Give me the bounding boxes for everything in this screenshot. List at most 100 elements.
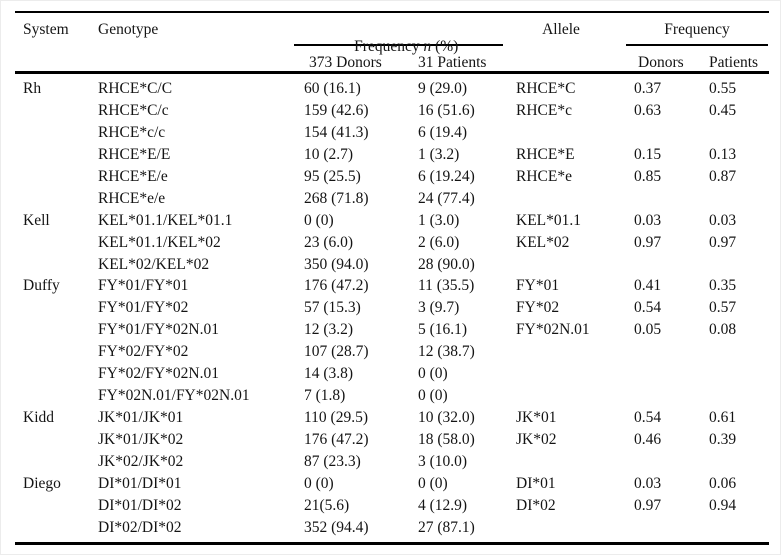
- header-allele: Allele: [542, 21, 580, 38]
- cell-allele: [516, 451, 634, 473]
- cell-patients-frequency: 0.06: [709, 474, 737, 492]
- cell-system: [15, 319, 98, 341]
- cell-genotype: RHCE*C/c: [98, 101, 169, 119]
- cell-system: Duffy: [23, 277, 60, 295]
- cell-patients-frequency: 0.94: [709, 496, 737, 514]
- cell-allele: JK*01: [516, 409, 557, 427]
- cell-donors-count: 159 (42.6): [304, 101, 369, 119]
- cell-system: [15, 166, 98, 188]
- cell-patients-count: 6 (19.4): [418, 123, 468, 141]
- cell-donors-frequency: [634, 188, 709, 210]
- cell-allele: FY*01: [516, 277, 560, 295]
- cell-system: Kell: [23, 211, 50, 229]
- header-frequency-n-prefix: Frequency: [354, 38, 424, 55]
- cell-allele: [516, 188, 634, 210]
- cell-donors-count: 23 (6.0): [304, 233, 354, 251]
- cell-patients-frequency: [709, 385, 769, 407]
- cell-patients-frequency: 0.61: [709, 409, 737, 427]
- cell-system: [15, 122, 98, 144]
- cell-patients-count: 5 (16.1): [418, 321, 468, 339]
- cell-allele: [516, 341, 634, 363]
- cell-donors-frequency: 0.63: [634, 101, 662, 119]
- cell-donors-frequency: 0.15: [634, 145, 662, 163]
- cell-donors-frequency: 0.03: [634, 474, 662, 492]
- cell-genotype: FY*02/FY*02N.01: [98, 365, 220, 383]
- cell-patients-count: 12 (38.7): [418, 343, 475, 361]
- cell-allele: JK*02: [516, 431, 557, 448]
- cell-donors-frequency: 0.85: [634, 167, 662, 185]
- cell-genotype: JK*02/JK*02: [98, 452, 184, 470]
- cell-patients-count: 2 (6.0): [418, 233, 460, 251]
- cell-genotype: RHCE*e/e: [98, 189, 166, 207]
- cell-donors-count: 95 (25.5): [304, 167, 361, 185]
- cell-genotype: JK*01/JK*01: [98, 409, 184, 427]
- cell-patients-frequency: [709, 363, 769, 385]
- cell-patients-frequency: [709, 122, 769, 144]
- cell-donors-frequency: [634, 451, 709, 473]
- cell-donors-frequency: 0.97: [634, 233, 662, 251]
- cell-genotype: FY*01/FY*01: [98, 277, 189, 295]
- cell-patients-frequency: [709, 517, 769, 539]
- cell-patients-frequency: 0.13: [709, 145, 737, 163]
- cell-system: [15, 363, 98, 385]
- cell-donors-frequency: 0.05: [634, 321, 662, 339]
- cell-allele: [516, 254, 634, 276]
- cell-donors-count: 87 (23.3): [304, 452, 361, 470]
- subheader-donors: Donors: [638, 54, 684, 71]
- cell-system: [15, 385, 98, 407]
- cell-patients-count: 28 (90.0): [418, 255, 475, 273]
- cell-patients-count: 18 (58.0): [418, 431, 475, 448]
- cell-allele: FY*02: [516, 299, 560, 317]
- cell-system: [15, 100, 98, 122]
- cell-donors-frequency: [634, 341, 709, 363]
- cell-patients-count: 24 (77.4): [418, 189, 475, 207]
- cell-donors-frequency: [634, 254, 709, 276]
- header-genotype: Genotype: [98, 21, 159, 38]
- cell-donors-count: 10 (2.7): [304, 145, 354, 163]
- cell-donors-count: 7 (1.8): [304, 387, 346, 405]
- cell-system: [15, 495, 98, 517]
- cell-donors-count: 0 (0): [304, 211, 334, 229]
- cell-donors-frequency: [634, 363, 709, 385]
- cell-genotype: KEL*01.1/KEL*02: [98, 233, 221, 251]
- cell-patients-frequency: 0.39: [709, 431, 737, 448]
- cell-genotype: FY*02N.01/FY*02N.01: [98, 387, 250, 405]
- cell-genotype: KEL*02/KEL*02: [98, 255, 210, 273]
- cell-donors-frequency: [634, 122, 709, 144]
- cell-allele: [516, 363, 634, 385]
- cell-patients-frequency: [709, 188, 769, 210]
- rule-span-frequency: [626, 44, 768, 46]
- cell-allele: RHCE*C: [516, 80, 576, 97]
- cell-allele: [516, 122, 634, 144]
- cell-system: Diego: [23, 474, 61, 492]
- cell-patients-count: 6 (19.24): [418, 167, 475, 185]
- cell-genotype: RHCE*C/C: [98, 80, 173, 97]
- cell-patients-count: 3 (9.7): [418, 299, 460, 317]
- cell-patients-frequency: 0.55: [709, 80, 737, 97]
- cell-donors-count: 12 (3.2): [304, 321, 354, 339]
- cell-patients-count: 11 (35.5): [418, 277, 475, 295]
- header-frequency-n-suffix: (%): [431, 38, 459, 55]
- cell-genotype: DI*02/DI*02: [98, 518, 182, 536]
- cell-donors-count: 57 (15.3): [304, 299, 361, 317]
- cell-donors-count: 176 (47.2): [304, 277, 369, 295]
- cell-patients-frequency: [709, 451, 769, 473]
- cell-donors-count: 350 (94.0): [304, 255, 369, 273]
- cell-system: [15, 232, 98, 254]
- rule-span-frequency-n: [294, 44, 503, 46]
- cell-genotype: KEL*01.1/KEL*01.1: [98, 211, 233, 229]
- cell-system: [15, 297, 98, 319]
- cell-genotype: FY*01/FY*02: [98, 299, 189, 317]
- cell-system: Kidd: [23, 409, 54, 427]
- cell-donors-count: 0 (0): [304, 474, 334, 492]
- cell-patients-count: 4 (12.9): [418, 496, 468, 514]
- cell-patients-count: 1 (3.2): [418, 145, 460, 163]
- cell-donors-count: 352 (94.4): [304, 518, 369, 536]
- cell-genotype: JK*01/JK*02: [98, 431, 184, 448]
- cell-system: Rh: [23, 80, 42, 97]
- cell-genotype: FY*02/FY*02: [98, 343, 189, 361]
- cell-genotype: RHCE*E/E: [98, 145, 171, 163]
- cell-donors-count: 154 (41.3): [304, 123, 369, 141]
- header-frequency: Frequency: [664, 21, 730, 38]
